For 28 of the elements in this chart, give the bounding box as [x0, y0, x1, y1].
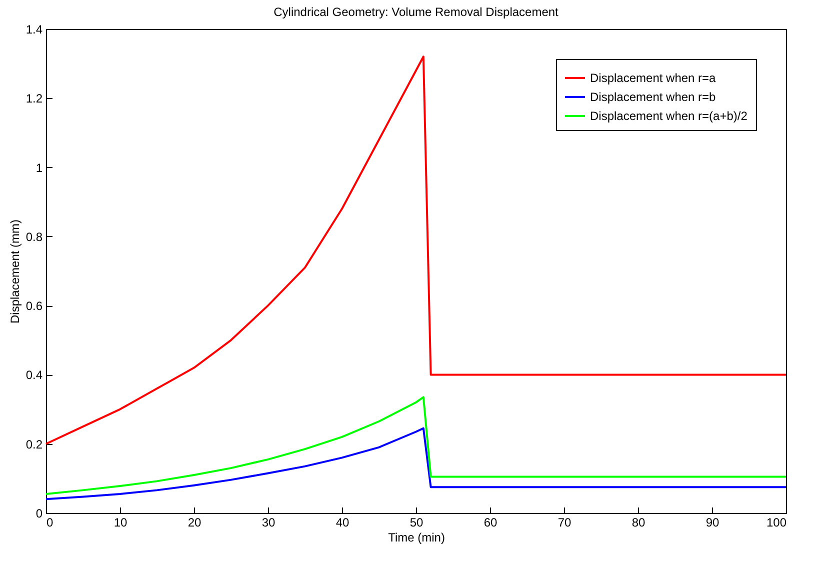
line-series: [45, 427, 787, 500]
x-tick-label: 40: [336, 516, 350, 530]
line-series: [45, 56, 787, 445]
x-tick-label: 80: [632, 516, 646, 530]
y-tick-label: 0.4: [26, 368, 43, 382]
x-tick-label: 90: [706, 516, 720, 530]
x-axis-title: Time (min): [388, 530, 445, 544]
x-tick-label: 0: [46, 516, 54, 530]
y-tick-label: 0.6: [26, 299, 43, 314]
y-tick-label: 1.2: [26, 92, 43, 106]
x-tick-label: 50: [410, 516, 424, 530]
legend-label: Displacement when r=(a+b)/2: [590, 109, 748, 123]
x-tick-label: 60: [484, 516, 498, 530]
y-tick-label: 0.2: [26, 437, 43, 452]
legend-label: Displacement when r=b: [590, 90, 716, 104]
y-tick-label: 0: [36, 506, 43, 520]
x-tick-label: 10: [114, 516, 128, 530]
x-tick-label: 100: [766, 516, 787, 530]
y-tick-label: 1.4: [26, 22, 43, 36]
x-tick-label: 20: [188, 516, 202, 530]
chart-title: Cylindrical Geometry: Volume Removal Displacement: [274, 5, 560, 19]
y-tick-label: 0.8: [26, 230, 43, 244]
legend-label: Displacement when r=a: [590, 71, 716, 85]
y-axis-title: Displacement (mm): [8, 219, 22, 324]
y-tick-label: 1: [36, 160, 43, 175]
x-tick-label: 70: [558, 516, 572, 530]
line-series: [45, 396, 787, 495]
x-tick-label: 30: [262, 516, 276, 530]
